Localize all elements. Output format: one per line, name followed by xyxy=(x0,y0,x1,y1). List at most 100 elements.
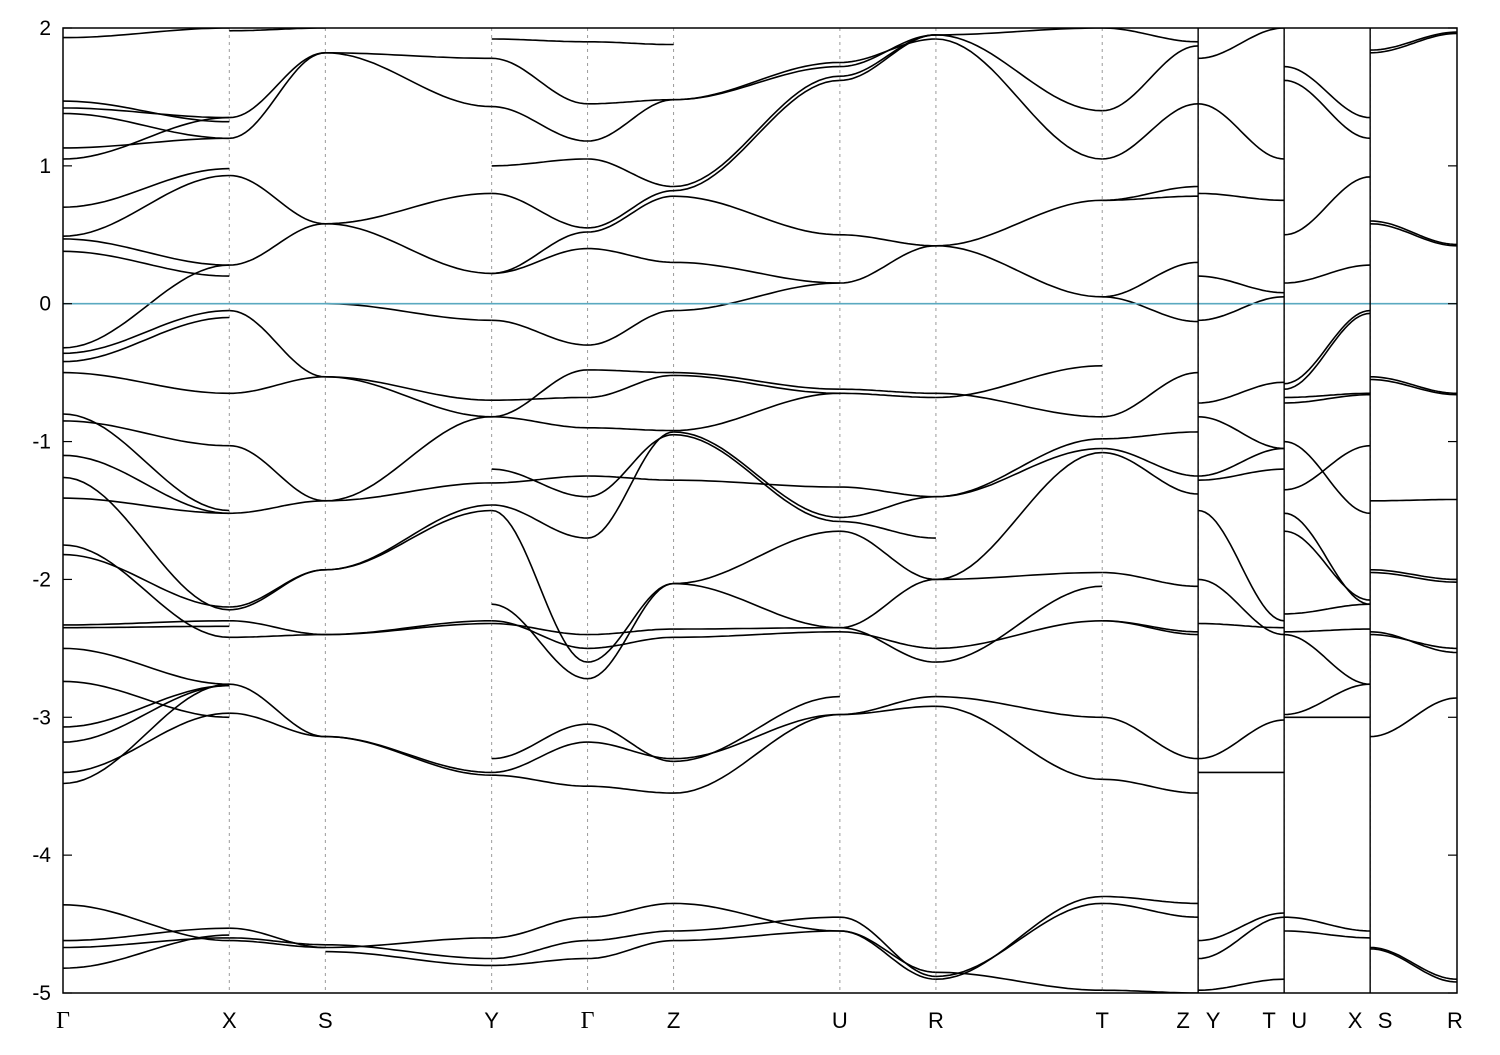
band-line xyxy=(1102,895,1199,905)
band-line xyxy=(1370,946,1457,980)
band-line xyxy=(325,944,492,960)
band-line xyxy=(1102,431,1199,440)
band-line xyxy=(673,61,840,101)
band-line xyxy=(63,684,230,728)
band-line xyxy=(1284,530,1371,601)
band-line xyxy=(491,723,588,760)
band-line xyxy=(587,374,674,399)
band-line xyxy=(1198,622,1285,629)
band-line xyxy=(587,902,674,918)
band-line xyxy=(1284,916,1371,932)
band-line xyxy=(935,34,1103,112)
band-line xyxy=(587,930,674,942)
y-tick-label: -5 xyxy=(32,982,51,1005)
band-line xyxy=(325,620,492,636)
band-line xyxy=(935,28,1103,36)
band-line xyxy=(229,223,326,266)
band-line xyxy=(1284,603,1371,615)
band-line xyxy=(587,939,674,960)
band-line xyxy=(1198,416,1285,450)
band-line xyxy=(63,684,230,743)
band-line xyxy=(587,309,674,346)
band-line xyxy=(63,683,230,785)
band-line xyxy=(229,712,326,738)
band-line xyxy=(1370,32,1457,54)
band-line xyxy=(325,302,492,322)
band-line xyxy=(491,939,588,960)
band-line xyxy=(63,934,230,969)
band-line xyxy=(673,374,840,395)
y-tick-label: -2 xyxy=(32,568,51,591)
band-line xyxy=(325,376,492,418)
kpoint-label: T xyxy=(1262,1008,1275,1033)
kpoint-label: Γ xyxy=(581,1008,595,1034)
band-line xyxy=(1102,195,1199,202)
band-line xyxy=(325,376,492,401)
kpoint-label: U xyxy=(1291,1008,1307,1033)
band-line xyxy=(491,105,588,142)
band-line xyxy=(587,723,674,763)
band-line xyxy=(1102,571,1199,588)
band-line xyxy=(587,247,674,264)
band-line xyxy=(229,174,326,225)
band-line xyxy=(839,930,936,980)
band-line xyxy=(839,695,936,716)
band-line xyxy=(491,396,588,401)
band-line xyxy=(673,431,840,519)
band-line xyxy=(935,199,1103,247)
band-line xyxy=(1198,275,1285,294)
band-line xyxy=(63,647,230,685)
band-line xyxy=(491,957,588,967)
band-line xyxy=(935,447,1103,498)
band-line xyxy=(935,895,1103,980)
band-line xyxy=(491,57,588,105)
band-line xyxy=(587,158,674,188)
band-line xyxy=(491,622,588,636)
band-line xyxy=(229,444,326,502)
kpoint-label: Y xyxy=(1206,1008,1221,1033)
band-line xyxy=(491,158,588,167)
band-line xyxy=(673,530,840,585)
band-line xyxy=(325,937,492,949)
band-line xyxy=(63,476,230,611)
band-line xyxy=(63,937,230,949)
band-line xyxy=(1284,79,1371,140)
band-line xyxy=(1198,28,1285,60)
band-line xyxy=(587,582,674,663)
kpoint-label: Γ xyxy=(56,1008,70,1034)
band-line xyxy=(491,620,588,650)
band-line xyxy=(325,950,492,967)
band-line xyxy=(1284,444,1371,491)
band-line xyxy=(325,735,492,774)
band-line xyxy=(229,376,326,395)
band-line xyxy=(1284,312,1371,390)
band-line xyxy=(491,509,588,663)
band-line xyxy=(673,479,840,488)
band-line xyxy=(63,413,230,512)
kpoint-label: S xyxy=(1378,1008,1393,1033)
band-line xyxy=(839,930,936,974)
band-line xyxy=(1102,620,1199,636)
band-line xyxy=(587,98,674,142)
band-line xyxy=(1370,697,1457,738)
band-line xyxy=(587,195,674,233)
band-line xyxy=(325,482,492,502)
band-line xyxy=(587,369,674,374)
band-line xyxy=(935,451,1103,581)
band-line xyxy=(673,371,840,390)
band-line xyxy=(63,167,230,208)
band-line xyxy=(1198,296,1285,322)
band-line xyxy=(673,392,840,432)
band-line xyxy=(491,774,588,787)
band-line xyxy=(1197,509,1285,622)
band-line xyxy=(63,553,230,608)
band-line xyxy=(587,427,674,432)
kpoint-label: S xyxy=(318,1008,333,1033)
band-line xyxy=(63,316,230,363)
band-line xyxy=(1370,378,1457,396)
kpoint-label: T xyxy=(1096,1008,1109,1033)
band-line xyxy=(63,927,230,942)
